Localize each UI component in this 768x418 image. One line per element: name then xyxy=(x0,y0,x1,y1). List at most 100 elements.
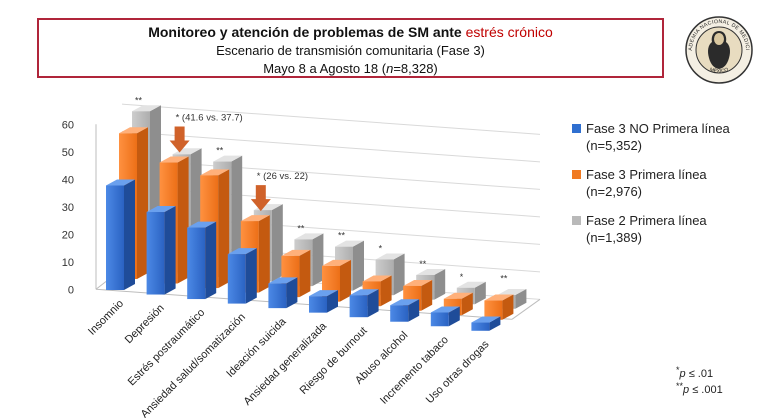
x-tick-label: Estrés postraumático xyxy=(126,307,208,389)
bar-side xyxy=(448,306,460,327)
bar-top xyxy=(416,268,446,275)
bar-top xyxy=(106,179,135,186)
bar-top xyxy=(200,169,230,176)
significance-mark: * xyxy=(460,272,464,282)
y-tick-label: 50 xyxy=(62,147,74,159)
bar-side xyxy=(421,279,433,311)
floor-right-edge xyxy=(511,298,541,320)
bar-front xyxy=(309,296,327,313)
legend-label: Fase 2 Primera línea xyxy=(586,213,707,228)
bar-side xyxy=(340,259,351,302)
bar-front xyxy=(390,305,409,322)
seal-bottom-text: MÉXICO xyxy=(709,67,730,75)
bar-front xyxy=(146,212,165,295)
x-tick-label: Insomnio xyxy=(86,298,126,338)
annotation-text: * (26 vs. 22) xyxy=(257,171,308,182)
bar-side xyxy=(380,275,392,307)
bar-top xyxy=(335,240,364,247)
bar-side xyxy=(286,277,298,309)
chart-date-range: Mayo 8 a Agosto 18 (n=8,328) xyxy=(39,61,662,76)
significance-mark: ** xyxy=(135,95,143,105)
bar-top xyxy=(187,221,217,228)
gridline xyxy=(121,103,541,135)
bar-front xyxy=(471,322,490,331)
bar-side xyxy=(218,169,230,289)
bar-top xyxy=(240,215,270,222)
significance-mark: ** xyxy=(297,223,305,233)
bar-top xyxy=(146,206,176,213)
bar-front xyxy=(349,295,368,318)
significance-mark: * xyxy=(379,243,383,253)
bar-top xyxy=(309,290,338,297)
bar-side xyxy=(177,156,189,284)
chart-title: Monitoreo y atención de problemas de SM … xyxy=(39,24,662,40)
date-value: =8,328) xyxy=(393,61,438,76)
annotation-arrow-icon xyxy=(250,185,271,212)
annotation-text: * (41.6 vs. 37.7) xyxy=(176,113,243,124)
bar-top xyxy=(281,249,311,256)
bar-side xyxy=(164,206,176,295)
bar-front xyxy=(106,185,124,290)
bar-side xyxy=(515,289,527,309)
y-tick-label: 0 xyxy=(68,284,74,296)
bar-side xyxy=(258,215,270,293)
bar-top xyxy=(294,233,324,240)
bar-top xyxy=(497,289,527,296)
bar-blue xyxy=(309,290,338,313)
bar-blue xyxy=(146,206,176,295)
bar-blue xyxy=(430,306,460,327)
bar-side xyxy=(408,299,420,322)
bar-side xyxy=(434,268,446,300)
bar-front xyxy=(430,312,449,327)
bar-side xyxy=(353,240,364,291)
footnote-text-1: ≤ .01 xyxy=(685,368,714,380)
bar-side xyxy=(299,249,311,298)
annotation-arrow-icon xyxy=(169,126,190,153)
footnote-p: p xyxy=(683,384,690,396)
legend-n: (n=1,389) xyxy=(586,230,643,245)
chart-subtitle: Escenario de transmisión comunitaria (Fa… xyxy=(216,43,485,58)
y-tick-label: 40 xyxy=(62,174,74,186)
bar-gray xyxy=(456,281,486,305)
gridline xyxy=(121,131,541,163)
significance-mark: ** xyxy=(500,274,508,284)
legend-swatch-gray xyxy=(572,216,581,225)
bar-top xyxy=(172,148,202,155)
bar-front xyxy=(268,283,287,309)
y-tick-label: 20 xyxy=(62,229,74,241)
bar-top xyxy=(227,248,257,255)
bar-side xyxy=(502,294,514,320)
bar-blue xyxy=(227,248,257,304)
bar-blue xyxy=(106,179,135,290)
significance-footnote: *p ≤ .01 **p ≤ .001 xyxy=(676,365,723,398)
bar-top xyxy=(456,281,486,288)
bar-top xyxy=(375,253,405,260)
legend-swatch-blue xyxy=(572,124,581,133)
bar-blue xyxy=(349,289,379,318)
x-tick-label: Ansiedad generalizada xyxy=(241,320,329,408)
significance-mark: ** xyxy=(216,146,224,156)
bar-side xyxy=(231,155,243,278)
date-prefix: Mayo 8 a Agosto 18 ( xyxy=(263,61,387,76)
bar-side xyxy=(205,221,217,300)
bar-top xyxy=(362,275,392,282)
legend-item-fase3-primera: Fase 3 Primera línea (n=2,976) xyxy=(572,166,762,212)
legend-swatch-orange xyxy=(572,170,581,179)
legend-label: Fase 3 NO Primera línea xyxy=(586,121,730,136)
bar-side xyxy=(474,281,486,305)
footnote-stars-2: ** xyxy=(676,381,684,391)
chart-legend: Fase 3 NO Primera línea (n=5,352) Fase 3 … xyxy=(572,120,762,258)
chart-title-box: Monitoreo y atención de problemas de SM … xyxy=(37,18,664,78)
bar-side xyxy=(461,292,473,316)
date-n: n xyxy=(386,61,394,76)
bars-layer xyxy=(106,105,527,331)
y-tick-label: 30 xyxy=(62,202,74,214)
bar-top xyxy=(430,306,460,313)
significance-mark: ** xyxy=(419,259,427,269)
academia-seal-logo: ACADEMIA NACIONAL DE MEDICINA MÉXICO xyxy=(684,15,753,84)
bar-top xyxy=(484,294,514,301)
bar-front xyxy=(484,300,503,320)
legend-n: (n=5,352) xyxy=(586,138,643,153)
title-highlight: estrés crónico xyxy=(465,24,553,40)
